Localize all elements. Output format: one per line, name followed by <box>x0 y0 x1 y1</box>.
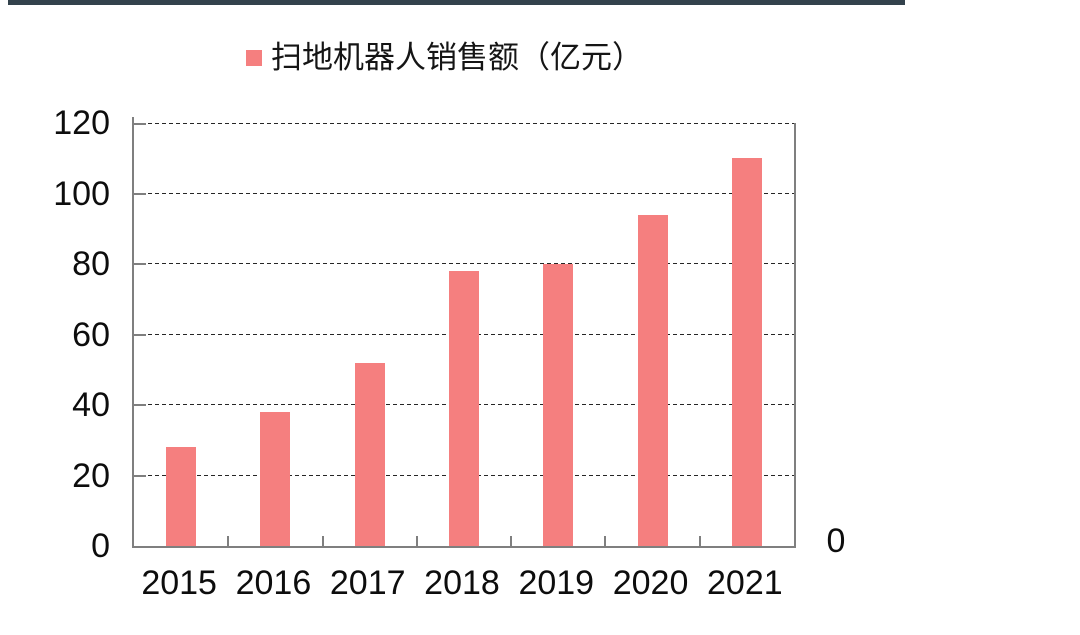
top-rule <box>8 0 905 5</box>
x-tick-label-2017: 2017 <box>329 564 406 602</box>
y-axis-tick <box>134 404 146 406</box>
x-tick-label-2020: 2020 <box>612 564 689 602</box>
plot-area <box>132 123 796 548</box>
x-tick-label-2019: 2019 <box>518 564 595 602</box>
legend-swatch-icon <box>246 50 262 66</box>
y-tick-label-120: 120 <box>53 104 110 142</box>
bar-2020 <box>637 214 668 546</box>
bar-2018 <box>449 271 479 546</box>
y-tick-label-60: 60 <box>72 315 110 354</box>
x-tick-label-2015: 2015 <box>141 564 217 602</box>
x-axis-tick <box>510 536 513 546</box>
y-axis-tick <box>134 123 146 125</box>
x-axis-tick <box>415 536 418 546</box>
y-tick-label-0: 0 <box>91 527 110 565</box>
bar-2021 <box>731 158 762 546</box>
bar-2019 <box>543 264 574 546</box>
x-axis-tick <box>698 536 701 546</box>
bar-2016 <box>260 412 291 546</box>
gridline-80 <box>134 263 794 264</box>
y-axis-top-stub <box>132 117 134 124</box>
chart-legend: 扫地机器人销售额（亿元） <box>246 40 643 76</box>
y-tick-label-40: 40 <box>72 386 110 424</box>
x-axis-tick <box>321 536 324 546</box>
x-tick-label-2016: 2016 <box>235 564 312 602</box>
y-tick-label-100: 100 <box>53 174 110 213</box>
bar-2015 <box>166 447 197 546</box>
y-axis-tick <box>134 333 146 336</box>
y-axis-tick <box>134 263 146 265</box>
gridline-120 <box>134 123 794 124</box>
y-tick-label-80: 80 <box>72 245 110 283</box>
gridline-100 <box>134 192 794 194</box>
x-tick-label-2021: 2021 <box>707 564 783 602</box>
x-axis-tick <box>604 536 607 546</box>
y-axis-tick <box>134 474 146 477</box>
secondary-axis-label: 0 <box>826 522 846 560</box>
x-tick-label-2018: 2018 <box>424 564 500 602</box>
y-axis-tick <box>134 192 146 195</box>
bar-2017 <box>354 362 385 546</box>
legend-label: 扫地机器人销售额（亿元） <box>271 40 643 75</box>
y-tick-label-20: 20 <box>72 456 110 495</box>
x-axis-tick <box>227 536 230 546</box>
